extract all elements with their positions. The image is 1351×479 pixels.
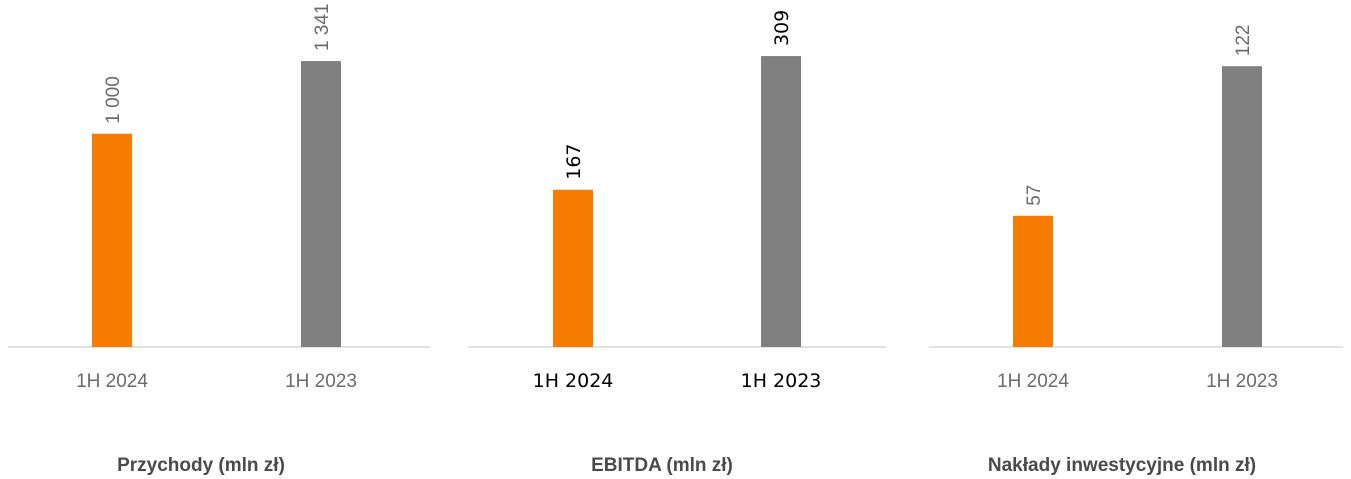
data-label: 167 bbox=[563, 143, 585, 179]
chart-2: 167 1H 2024 309 1H 2023 EBITDA (mln zł) bbox=[468, 10, 886, 476]
bar-previous bbox=[1222, 66, 1262, 347]
data-label: 57 bbox=[1024, 185, 1045, 206]
data-label: 309 bbox=[771, 10, 793, 46]
x-tick-label: 1H 2023 bbox=[285, 371, 357, 392]
bar-current bbox=[553, 189, 593, 347]
chart-title: Nakłady inwestycyjne (mln zł) bbox=[988, 455, 1256, 476]
chart-title: Przychody (mln zł) bbox=[117, 455, 285, 476]
x-tick-label: 1H 2024 bbox=[76, 371, 148, 392]
data-label: 1 000 bbox=[103, 76, 124, 124]
data-label: 1 341 bbox=[312, 4, 333, 52]
bar-current bbox=[92, 133, 132, 347]
bar-previous bbox=[761, 56, 801, 347]
x-tick-label: 1H 2023 bbox=[741, 370, 822, 392]
x-tick-label: 1H 2024 bbox=[997, 371, 1069, 392]
chart-3: 57 1H 2024 122 1H 2023 Nakłady inwestycyjne … bbox=[929, 25, 1343, 476]
x-tick-label: 1H 2023 bbox=[1206, 371, 1278, 392]
data-label: 122 bbox=[1233, 25, 1254, 57]
bar-previous bbox=[301, 61, 341, 347]
chart-1: 1 000 1H 2024 1 341 1H 2023 Przychody (mln z… bbox=[8, 4, 430, 476]
bar-current bbox=[1013, 215, 1053, 347]
chart-title: EBITDA (mln zł) bbox=[591, 455, 733, 476]
x-tick-label: 1H 2024 bbox=[533, 370, 614, 392]
